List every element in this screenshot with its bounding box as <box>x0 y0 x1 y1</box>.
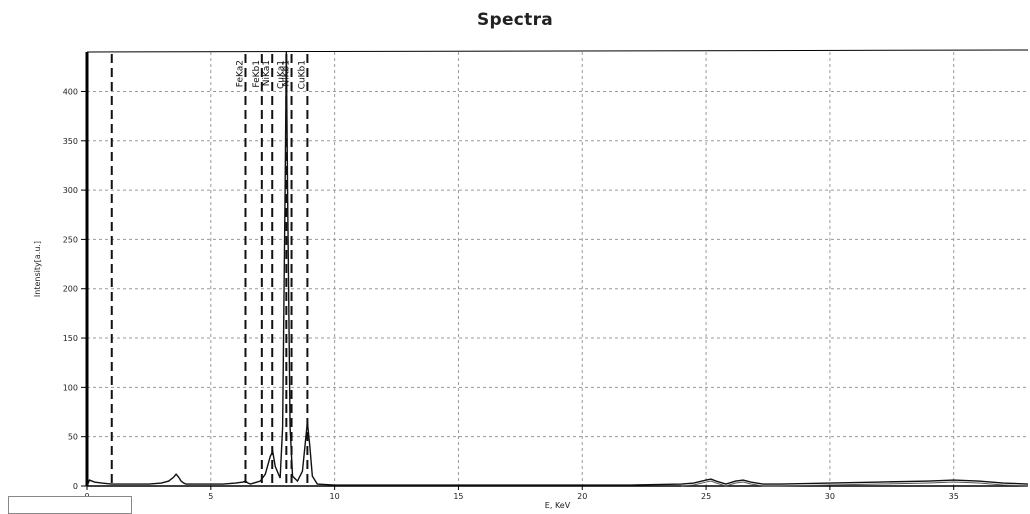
x-tick-label: 25 <box>701 492 711 501</box>
x-tick-label: 20 <box>577 492 587 501</box>
element-marker-label: FeKb1 <box>252 60 262 88</box>
legend-box <box>8 496 132 514</box>
y-tick-label: 200 <box>63 285 78 294</box>
y-tick-label: 300 <box>63 186 78 195</box>
chart-title: Spectra <box>476 10 554 30</box>
spectrum-line-secondary <box>681 480 1029 487</box>
y-tick-label: 50 <box>68 433 78 442</box>
element-marker-label: CuKb1 <box>297 60 307 89</box>
element-marker-label: CuKa1 <box>276 60 286 89</box>
x-tick-label: 5 <box>208 492 213 501</box>
x-tick-label: 10 <box>330 492 340 501</box>
y-tick-label: 150 <box>63 334 78 343</box>
x-tick-label: 30 <box>825 492 835 501</box>
y-tick-label: 100 <box>63 383 78 392</box>
x-tick-label: 15 <box>453 492 463 501</box>
plot-top-border <box>86 49 1029 53</box>
element-marker-label: NiKa1 <box>262 60 272 86</box>
spectrum-line <box>86 51 1029 487</box>
y-tick-label: 250 <box>63 235 78 244</box>
element-marker-label: FeKa2 <box>235 60 245 87</box>
y-tick-label: 400 <box>63 87 78 96</box>
y-tick-label: 0 <box>73 482 78 491</box>
x-axis-label: E, KeV <box>545 501 571 510</box>
y-axis-label: Intensity[a.u.] <box>33 241 42 297</box>
x-tick-label: 35 <box>949 492 959 501</box>
y-tick-label: 350 <box>63 137 78 146</box>
